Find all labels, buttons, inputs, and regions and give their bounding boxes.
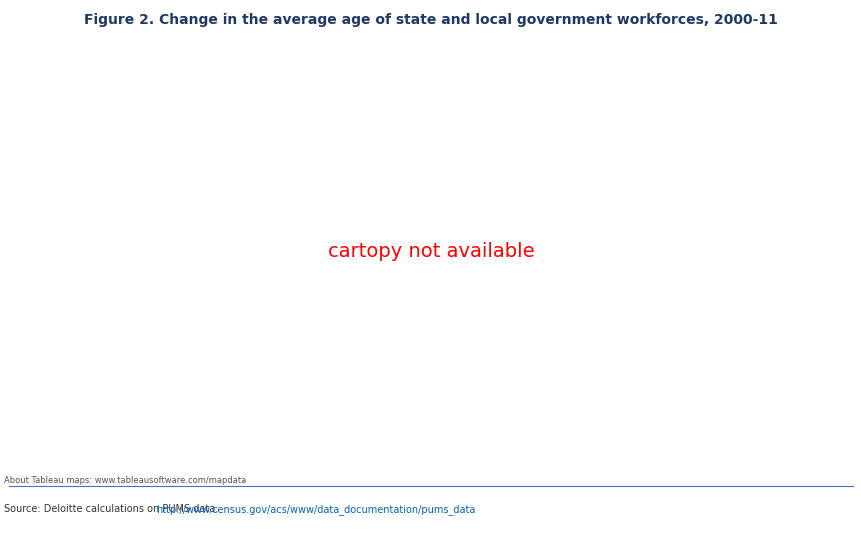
Text: Source: Deloitte calculations on PUMS data:: Source: Deloitte calculations on PUMS da…	[4, 504, 221, 514]
Text: About Tableau maps: www.tableausoftware.com/mapdata: About Tableau maps: www.tableausoftware.…	[4, 476, 246, 485]
Text: http://www.census.gov/acs/www/data_documentation/pums_data: http://www.census.gov/acs/www/data_docum…	[156, 504, 475, 514]
Text: cartopy not available: cartopy not available	[327, 242, 534, 260]
Text: Figure 2. Change in the average age of state and local government workforces, 20: Figure 2. Change in the average age of s…	[84, 13, 777, 27]
